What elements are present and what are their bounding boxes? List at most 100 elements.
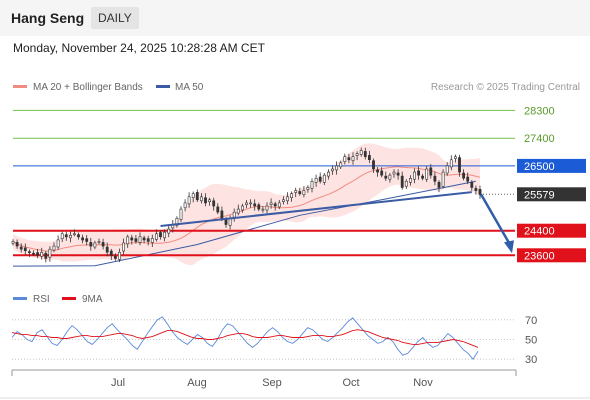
candle-body: [69, 235, 71, 238]
candle-body: [450, 160, 452, 167]
candle-body: [143, 238, 145, 240]
candle-body: [245, 203, 247, 205]
candle-body: [471, 182, 473, 187]
candle-body: [196, 192, 198, 199]
candle-body: [307, 188, 309, 190]
rsi-legend-ma9-label: 9MA: [82, 294, 103, 305]
candle-body: [405, 181, 407, 186]
candle-body: [286, 197, 288, 201]
candle-body: [28, 252, 30, 253]
x-axis: Jul Aug Sep Oct Nov: [0, 370, 590, 398]
candle-body: [409, 178, 411, 182]
copyright-text: Research © 2025 Trading Central: [431, 82, 580, 93]
candle-body: [360, 151, 362, 155]
candle-body: [139, 237, 141, 243]
candle-body: [299, 192, 301, 194]
candle-body: [73, 234, 75, 235]
candle-body: [237, 209, 239, 213]
candle-body: [397, 173, 399, 175]
candle-body: [49, 249, 51, 257]
candle-body: [135, 239, 137, 242]
legend-ma20: MA 20 + Bollinger Bands: [13, 82, 143, 93]
candle-body: [90, 242, 92, 246]
candle-body: [393, 172, 395, 174]
candle-body: [200, 197, 202, 201]
candle-body: [155, 234, 157, 240]
candle-body: [430, 168, 432, 175]
x-tick-label-oct: Oct: [342, 377, 359, 389]
candle-body: [213, 201, 215, 206]
candle-body: [102, 242, 104, 246]
candle-body: [159, 233, 161, 237]
ma9-line: [12, 330, 478, 348]
candle-body: [86, 239, 88, 242]
candle-body: [331, 169, 333, 171]
candle-body: [24, 248, 26, 251]
level-label-23600: 23600: [524, 250, 555, 262]
candle-body: [446, 166, 448, 173]
candle-body: [291, 194, 293, 198]
candle-body: [82, 238, 84, 240]
candle-body: [364, 151, 366, 156]
candle-body: [426, 169, 428, 179]
legend-ma50: MA 50: [156, 82, 204, 93]
candle-body: [270, 203, 272, 205]
candle-body: [463, 173, 465, 178]
candle-body: [274, 204, 276, 206]
candle-body: [32, 253, 34, 254]
candle-body: [184, 203, 186, 208]
legend-ma20-label: MA 20 + Bollinger Bands: [33, 82, 143, 93]
candle-body: [209, 200, 211, 202]
rsi-tick-50: 50: [525, 335, 537, 347]
x-tick-label-sep: Sep: [262, 377, 282, 389]
legend-ma50-swatch: [156, 85, 170, 88]
forecast-arrow-line: [481, 194, 511, 246]
rsi-legend-rsi-label: RSI: [33, 294, 50, 305]
candle-body: [164, 232, 166, 238]
x-tick-label-jul: Jul: [111, 377, 125, 389]
candle-body: [295, 191, 297, 193]
rsi-panel: 705030: [12, 315, 537, 366]
candle-body: [434, 176, 436, 181]
rsi-line: [12, 317, 478, 359]
candle-body: [57, 240, 59, 247]
x-tick-label-nov: Nov: [413, 377, 433, 389]
candle-body: [16, 242, 18, 246]
candle-body: [327, 172, 329, 176]
x-tick-label-aug: Aug: [187, 377, 207, 389]
rsi-legend-rsi-swatch: [13, 297, 27, 300]
candle-body: [131, 238, 133, 240]
candle-body: [356, 154, 358, 156]
candle-body: [41, 252, 43, 256]
candle-body: [372, 161, 374, 169]
candle-body: [20, 247, 22, 249]
candle-body: [266, 206, 268, 210]
legend-ma20-swatch: [13, 85, 27, 88]
candle-body: [98, 242, 100, 243]
candle-body: [192, 194, 194, 198]
candle-body: [217, 207, 219, 212]
legend-ma50-label: MA 50: [175, 82, 204, 93]
candle-body: [94, 243, 96, 247]
candle-body: [110, 251, 112, 255]
candle-body: [467, 177, 469, 181]
level-label-27400: 27400: [524, 133, 555, 145]
candle-body: [114, 256, 116, 258]
candle-body: [418, 171, 420, 175]
candle-body: [258, 205, 260, 209]
candle-body: [319, 177, 321, 181]
candle-body: [311, 181, 313, 188]
forecast-arrow-head: [504, 240, 514, 253]
candle-body: [168, 229, 170, 233]
level-label-24400: 24400: [524, 226, 555, 238]
candle-body: [127, 237, 129, 244]
candle-body: [61, 234, 63, 239]
candle-body: [233, 212, 235, 217]
candle-body: [12, 242, 14, 244]
candle-body: [106, 247, 108, 252]
candle-body: [368, 155, 370, 159]
candle-body: [250, 203, 252, 204]
candle-body: [475, 188, 477, 190]
candle-body: [348, 158, 350, 160]
candle-body: [454, 157, 456, 159]
